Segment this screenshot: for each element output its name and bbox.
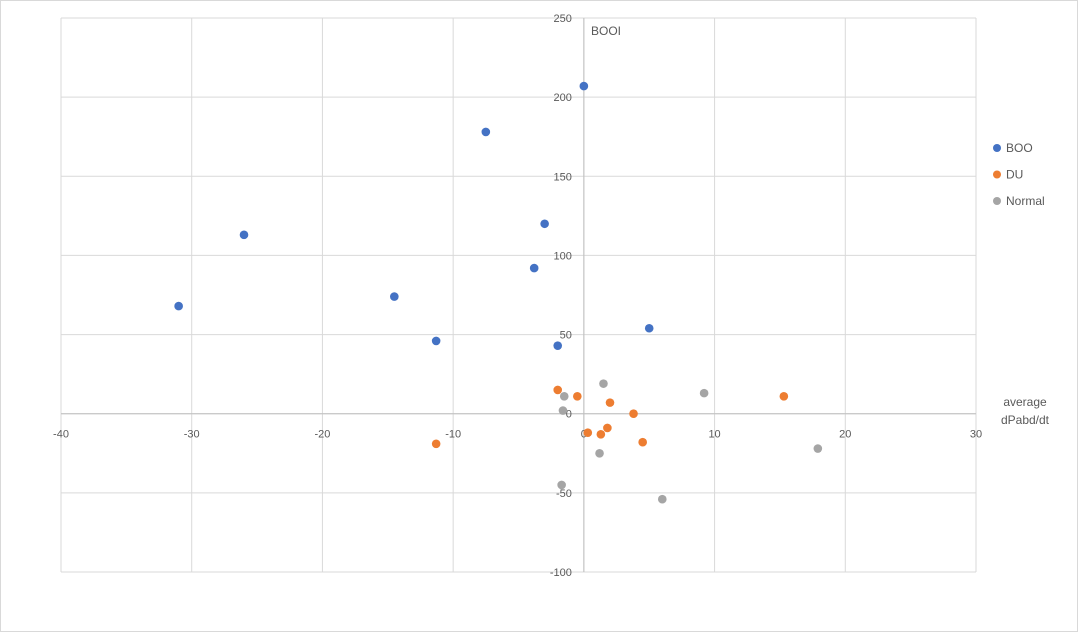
legend-label-du: DU <box>1006 168 1023 182</box>
y-tick-label: 200 <box>553 92 571 104</box>
tick-labels: -40 -30 -20 -10 0 10 20 30-100-5005010015020025… <box>53 13 982 579</box>
x-tick-label: 0 <box>581 429 587 441</box>
point-normal <box>559 392 569 401</box>
point-du <box>573 392 582 401</box>
point-du <box>603 423 612 433</box>
point-normal <box>557 480 566 490</box>
legend: BOO DU Normal <box>993 141 1045 208</box>
y-axis-title: BOOI <box>591 24 621 38</box>
point-normal <box>558 406 568 415</box>
y-tick-label: 150 <box>553 171 571 183</box>
grid <box>60 17 977 573</box>
point-boo <box>553 341 563 350</box>
x-tick-label: 10 <box>708 429 720 441</box>
point-normal <box>599 379 608 388</box>
point-du <box>596 429 606 439</box>
point-boo <box>174 301 183 311</box>
point-du <box>629 409 638 419</box>
point-du <box>638 437 647 447</box>
legend-label-boo: BOO <box>1006 141 1033 155</box>
point-du <box>583 428 593 438</box>
point-du <box>431 439 441 449</box>
y-tick-label: 50 <box>560 330 572 342</box>
x-tick-label: 20 <box>839 429 851 441</box>
point-boo <box>529 263 539 273</box>
x-tick-label: -20 <box>314 429 330 441</box>
x-axis-title-line-2: dPabd/dt <box>1001 413 1050 427</box>
legend-marker-boo <box>993 144 1001 152</box>
y-tick-label: 0 <box>566 409 572 421</box>
legend-marker-du <box>993 170 1001 179</box>
point-boo <box>390 292 399 301</box>
axes <box>61 18 976 572</box>
point-du <box>553 385 563 395</box>
x-tick-label: -30 <box>184 429 200 441</box>
y-tick-label: -50 <box>556 488 572 500</box>
point-boo <box>540 219 549 229</box>
x-tick-label: -10 <box>445 429 461 441</box>
y-tick-label: 100 <box>553 250 571 262</box>
point-boo <box>481 127 491 137</box>
point-boo <box>239 230 249 240</box>
point-normal <box>657 494 667 504</box>
point-normal <box>595 448 604 458</box>
point-boo <box>644 323 654 333</box>
x-tick-label: -40 <box>53 429 69 441</box>
y-tick-label: -100 <box>550 567 572 579</box>
y-tick-label: 250 <box>553 13 571 25</box>
point-normal <box>813 444 823 453</box>
point-du <box>779 392 789 401</box>
legend-label-normal: Normal <box>1006 194 1045 208</box>
legend-marker-normal <box>993 197 1001 205</box>
data-points <box>174 81 823 504</box>
point-normal <box>699 388 709 398</box>
point-boo <box>579 81 589 91</box>
x-tick-label: 30 <box>970 429 982 441</box>
x-axis-title-line-1: average <box>1003 395 1047 409</box>
point-du <box>605 398 615 407</box>
point-boo <box>431 336 441 346</box>
